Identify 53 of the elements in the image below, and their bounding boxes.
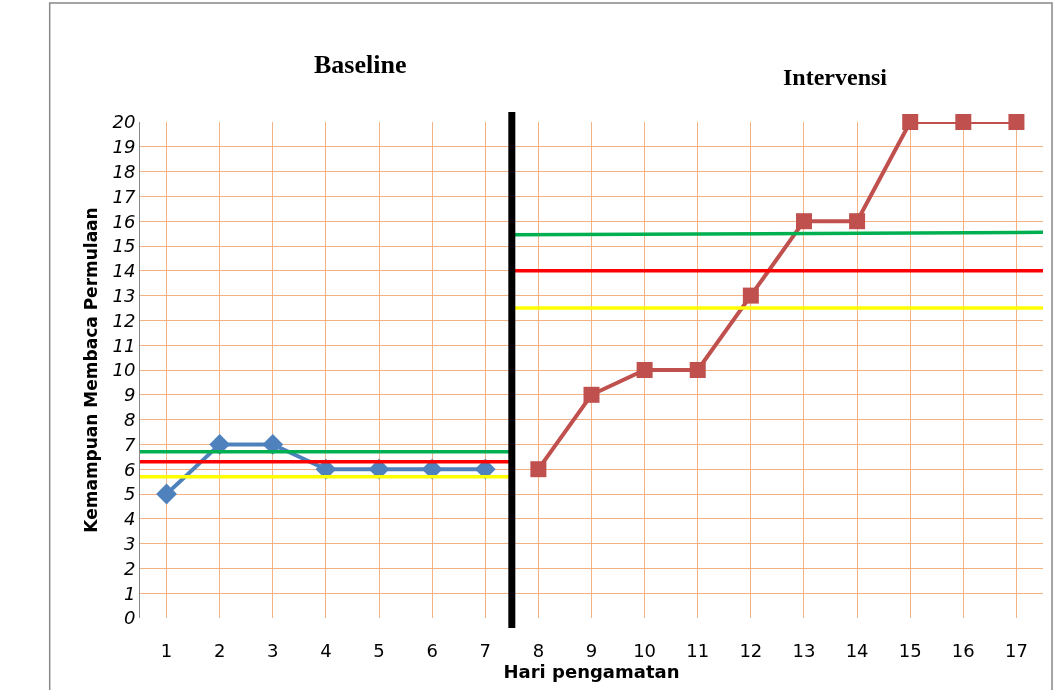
y-tick-label: 13 bbox=[112, 284, 136, 306]
x-tick-label: 14 bbox=[845, 640, 869, 661]
y-tick-label: 9 bbox=[123, 384, 136, 406]
y-tick-label: 2 bbox=[123, 557, 136, 579]
y-tick-label: 4 bbox=[123, 508, 136, 530]
x-tick-label: 13 bbox=[792, 640, 816, 661]
y-tick-label: 1 bbox=[123, 582, 136, 604]
y-tick-label: 11 bbox=[112, 334, 136, 356]
y-tick-label: 7 bbox=[123, 433, 136, 455]
x-tick-label: 5 bbox=[373, 640, 385, 661]
point bbox=[955, 114, 972, 130]
text: Baseline bbox=[314, 50, 407, 79]
y-tick-label: 0 bbox=[123, 607, 136, 629]
x-tick-label: 17 bbox=[1004, 640, 1028, 661]
y-tick-label: 12 bbox=[112, 309, 136, 331]
x-tick-label: 8 bbox=[532, 640, 545, 661]
y-tick-label: 20 bbox=[112, 111, 136, 133]
point bbox=[902, 114, 919, 130]
y-tick-label: 3 bbox=[123, 532, 136, 554]
point bbox=[156, 483, 177, 505]
y-tick-label: 6 bbox=[123, 458, 136, 480]
x-tick-label: 1 bbox=[160, 640, 173, 661]
point bbox=[795, 213, 812, 230]
y-tick-label: 17 bbox=[112, 185, 136, 207]
point bbox=[689, 362, 706, 378]
x-tick-label: 7 bbox=[479, 640, 491, 661]
x-tick-label: 12 bbox=[739, 640, 763, 661]
x-tick-label: 9 bbox=[585, 640, 598, 661]
text: Intervensi bbox=[783, 64, 888, 90]
y-tick-label: 14 bbox=[112, 260, 136, 282]
point bbox=[530, 461, 547, 478]
y-tick-label: 19 bbox=[112, 136, 136, 158]
point bbox=[849, 213, 866, 230]
point bbox=[636, 362, 653, 378]
point bbox=[1008, 114, 1025, 130]
x-tick-label: 10 bbox=[633, 640, 657, 661]
x-tick-label: 3 bbox=[267, 640, 279, 661]
x-tick-label: 2 bbox=[213, 640, 226, 661]
y-tick-label: 8 bbox=[123, 408, 136, 430]
y-axis-title: Kemampuan Membaca Permulaan bbox=[81, 207, 102, 533]
x-axis-title: Hari pengamatan bbox=[503, 661, 680, 682]
x-tick-label: 15 bbox=[898, 640, 922, 661]
x-tick-label: 16 bbox=[951, 640, 975, 661]
x-tick-label: 11 bbox=[686, 640, 710, 661]
y-tick-label: 15 bbox=[112, 235, 136, 257]
x-tick-label: 6 bbox=[426, 640, 438, 661]
y-tick-label: 16 bbox=[112, 210, 136, 232]
y-tick-label: 5 bbox=[123, 483, 136, 505]
point bbox=[742, 287, 759, 304]
point bbox=[583, 386, 600, 403]
x-tick-label: 4 bbox=[320, 640, 332, 661]
y-tick-label: 18 bbox=[112, 160, 136, 182]
y-tick-label: 10 bbox=[112, 359, 136, 381]
